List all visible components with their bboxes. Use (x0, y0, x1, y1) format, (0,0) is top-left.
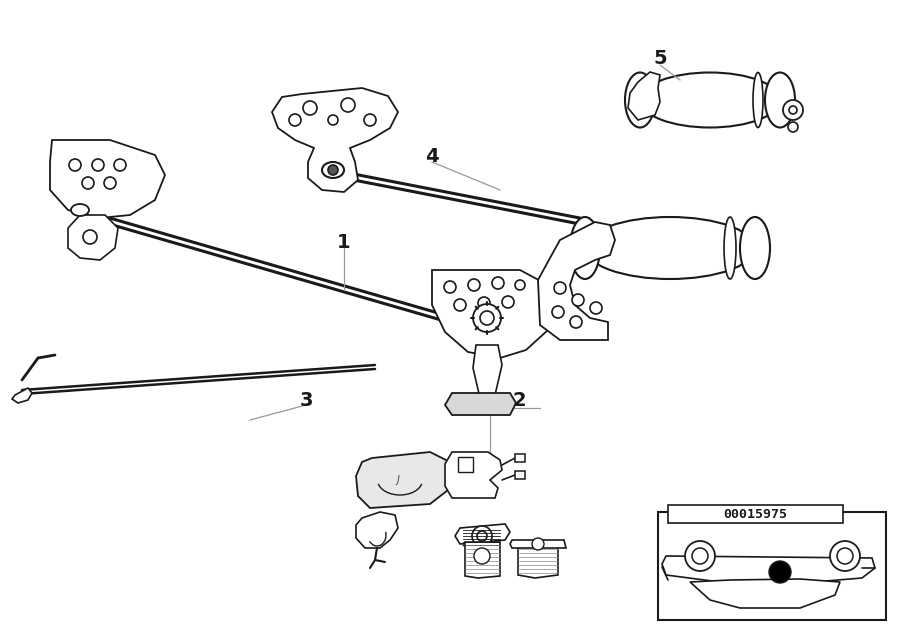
Circle shape (341, 98, 355, 112)
Ellipse shape (570, 217, 600, 279)
Polygon shape (68, 215, 118, 260)
Circle shape (572, 294, 584, 306)
Circle shape (502, 296, 514, 308)
Circle shape (444, 281, 456, 293)
Circle shape (473, 304, 501, 332)
Circle shape (692, 548, 708, 564)
Text: 1: 1 (338, 232, 351, 251)
Circle shape (789, 106, 797, 114)
Polygon shape (538, 222, 615, 340)
Text: 4: 4 (425, 147, 439, 166)
Ellipse shape (640, 72, 780, 128)
Circle shape (552, 306, 564, 318)
Ellipse shape (322, 162, 344, 178)
Circle shape (477, 531, 487, 541)
Ellipse shape (71, 204, 89, 216)
Polygon shape (356, 452, 452, 508)
Ellipse shape (724, 217, 736, 279)
Circle shape (554, 282, 566, 294)
Polygon shape (690, 579, 840, 608)
Circle shape (783, 100, 803, 120)
Circle shape (303, 101, 317, 115)
Circle shape (480, 311, 494, 325)
Circle shape (83, 230, 97, 244)
Circle shape (788, 122, 798, 132)
Circle shape (82, 177, 94, 189)
Circle shape (830, 541, 860, 571)
Polygon shape (445, 452, 502, 498)
Circle shape (92, 159, 104, 171)
Circle shape (515, 280, 525, 290)
Circle shape (472, 526, 492, 546)
Circle shape (69, 159, 81, 171)
Polygon shape (515, 454, 525, 462)
Ellipse shape (585, 217, 755, 279)
Polygon shape (272, 88, 398, 192)
Text: 2: 2 (512, 391, 526, 410)
Text: 00015975: 00015975 (723, 507, 787, 521)
Polygon shape (510, 540, 566, 548)
Text: 3: 3 (299, 391, 313, 410)
Circle shape (364, 114, 376, 126)
Bar (658, 512, 886, 620)
Bar (668, 505, 843, 523)
Circle shape (474, 548, 490, 564)
Ellipse shape (765, 72, 795, 128)
Polygon shape (445, 393, 516, 415)
Circle shape (468, 279, 480, 291)
Circle shape (570, 316, 582, 328)
Circle shape (492, 277, 504, 289)
Polygon shape (515, 471, 525, 479)
Circle shape (289, 114, 301, 126)
Bar (458, 457, 473, 472)
Polygon shape (465, 542, 500, 578)
Ellipse shape (625, 72, 655, 128)
Ellipse shape (753, 72, 763, 128)
Circle shape (769, 561, 791, 583)
Polygon shape (432, 270, 548, 358)
Polygon shape (455, 524, 510, 544)
Text: 5: 5 (653, 50, 667, 69)
Circle shape (478, 297, 490, 309)
Circle shape (837, 548, 853, 564)
Polygon shape (50, 140, 165, 218)
Polygon shape (356, 512, 398, 548)
Circle shape (104, 177, 116, 189)
Circle shape (454, 299, 466, 311)
Polygon shape (662, 556, 875, 584)
Circle shape (328, 165, 338, 175)
Circle shape (590, 302, 602, 314)
Circle shape (114, 159, 126, 171)
Polygon shape (12, 388, 32, 403)
Circle shape (328, 115, 338, 125)
Polygon shape (518, 547, 558, 578)
Polygon shape (628, 72, 660, 120)
Circle shape (685, 541, 715, 571)
Circle shape (532, 538, 544, 550)
Ellipse shape (740, 217, 770, 279)
Text: J: J (397, 475, 400, 485)
Polygon shape (473, 345, 502, 398)
